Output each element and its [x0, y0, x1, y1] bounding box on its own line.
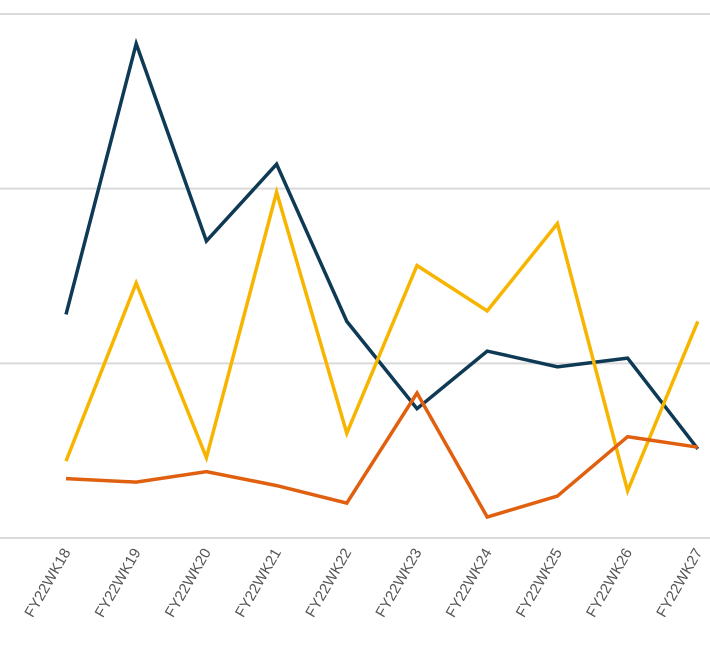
series-line-3: [65, 389, 699, 520]
series-lines: [64, 37, 700, 520]
x-tick-label: FY22WK26: [583, 546, 636, 621]
series-line-1: [64, 37, 700, 450]
gridlines: [0, 13, 710, 539]
x-tick-label: FY22WK19: [92, 546, 145, 621]
x-tick-label: FY22WK24: [443, 546, 496, 621]
x-tick-label: FY22WK20: [162, 546, 215, 621]
x-tick-label: FY22WK21: [232, 546, 285, 621]
x-tick-label: FY22WK23: [372, 546, 425, 621]
series-line-2: [64, 185, 700, 497]
x-axis-tick-labels: FY22WK18 FY22WK19 FY22WK20 FY22WK21 FY22WK22…: [21, 546, 706, 621]
x-tick-label: FY22WK27: [653, 546, 706, 621]
x-tick-label: FY22WK22: [302, 546, 355, 621]
x-tick-label: FY22WK25: [513, 546, 566, 621]
x-tick-label: FY22WK18: [21, 546, 74, 621]
